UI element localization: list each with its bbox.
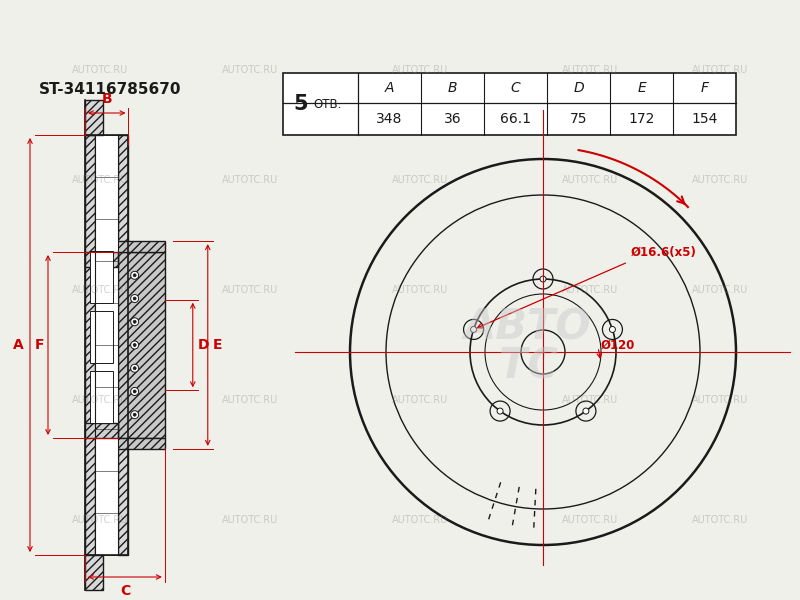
Text: AUTOTC.RU: AUTOTC.RU	[222, 285, 278, 295]
Text: ST-34116785670: ST-34116785670	[38, 82, 182, 97]
Bar	[85, 555, 103, 590]
Text: AUTOTC.RU: AUTOTC.RU	[392, 515, 448, 525]
Text: АВТО
ТС: АВТО ТС	[464, 307, 592, 388]
Text: AUTOTC.RU: AUTOTC.RU	[562, 285, 618, 295]
Bar	[85, 100, 103, 135]
Text: AUTOTC.RU: AUTOTC.RU	[692, 65, 748, 75]
Bar	[90, 371, 114, 423]
Text: E: E	[637, 81, 646, 95]
Circle shape	[133, 343, 136, 346]
Circle shape	[497, 408, 503, 414]
Circle shape	[610, 326, 615, 332]
Circle shape	[133, 413, 136, 416]
Bar	[110, 438, 165, 449]
Bar	[85, 423, 118, 438]
Text: 154: 154	[691, 112, 718, 126]
Text: 348: 348	[376, 112, 402, 126]
Text: AUTOTC.RU: AUTOTC.RU	[562, 175, 618, 185]
Text: AUTOTC.RU: AUTOTC.RU	[72, 65, 128, 75]
Bar	[110, 241, 165, 252]
Circle shape	[130, 364, 138, 372]
Circle shape	[130, 295, 138, 302]
Bar	[90, 251, 114, 303]
Circle shape	[130, 318, 138, 326]
Text: A: A	[385, 81, 394, 95]
Bar	[85, 423, 118, 438]
Bar	[110, 438, 165, 449]
Text: F: F	[34, 338, 44, 352]
Bar	[85, 555, 103, 590]
Text: AUTOTC.RU: AUTOTC.RU	[72, 175, 128, 185]
Text: D: D	[198, 338, 210, 352]
Text: E: E	[213, 338, 222, 352]
Circle shape	[133, 390, 136, 393]
Text: Ø120: Ø120	[601, 338, 635, 352]
Text: AUTOTC.RU: AUTOTC.RU	[562, 65, 618, 75]
Circle shape	[130, 271, 138, 280]
Bar	[85, 135, 95, 555]
Bar	[283, 73, 736, 135]
Text: AUTOTC.RU: AUTOTC.RU	[392, 175, 448, 185]
Bar	[118, 252, 165, 438]
Circle shape	[130, 341, 138, 349]
Text: AUTOTC.RU: AUTOTC.RU	[222, 175, 278, 185]
Bar	[110, 241, 165, 252]
Text: AUTOTC.RU: AUTOTC.RU	[222, 395, 278, 405]
Text: AUTOTC.RU: AUTOTC.RU	[392, 285, 448, 295]
Text: AUTOTC.RU: AUTOTC.RU	[692, 515, 748, 525]
Text: AUTOTC.RU: AUTOTC.RU	[692, 285, 748, 295]
Bar	[90, 311, 114, 363]
Circle shape	[133, 274, 136, 277]
Text: 66.1: 66.1	[500, 112, 531, 126]
Bar	[118, 252, 165, 438]
Text: C: C	[120, 584, 130, 598]
Text: AUTOTC.RU: AUTOTC.RU	[222, 515, 278, 525]
Circle shape	[540, 276, 546, 282]
Text: AUTOTC.RU: AUTOTC.RU	[692, 175, 748, 185]
Text: AUTOTC.RU: AUTOTC.RU	[562, 515, 618, 525]
Text: A: A	[14, 338, 24, 352]
Text: ОТВ.: ОТВ.	[314, 97, 342, 110]
Text: AUTOTC.RU: AUTOTC.RU	[692, 395, 748, 405]
Text: AUTOTC.RU: AUTOTC.RU	[562, 395, 618, 405]
Text: D: D	[573, 81, 584, 95]
Circle shape	[130, 388, 138, 395]
Text: 75: 75	[570, 112, 587, 126]
Circle shape	[133, 297, 136, 300]
Bar	[118, 135, 129, 555]
Text: B: B	[102, 92, 112, 106]
Bar	[85, 135, 95, 555]
Text: 172: 172	[628, 112, 654, 126]
Circle shape	[130, 410, 138, 419]
Text: B: B	[448, 81, 458, 95]
Text: C: C	[510, 81, 520, 95]
Text: F: F	[701, 81, 709, 95]
Circle shape	[133, 320, 136, 323]
Bar	[85, 252, 118, 267]
Circle shape	[583, 408, 589, 414]
Circle shape	[470, 326, 477, 332]
Text: Ø16.6(x5): Ø16.6(x5)	[631, 246, 697, 259]
Text: AUTOTC.RU: AUTOTC.RU	[72, 395, 128, 405]
Text: AUTOTC.RU: AUTOTC.RU	[392, 395, 448, 405]
Text: AUTOTC.RU: AUTOTC.RU	[222, 65, 278, 75]
Text: AUTOTC.RU: AUTOTC.RU	[72, 285, 128, 295]
Text: AUTOTC.RU: AUTOTC.RU	[392, 65, 448, 75]
Circle shape	[133, 367, 136, 370]
Bar	[95, 135, 118, 555]
Bar	[118, 135, 129, 555]
Text: 36: 36	[444, 112, 462, 126]
Text: AUTOTC.RU: AUTOTC.RU	[72, 515, 128, 525]
Bar	[85, 252, 118, 267]
Text: 5: 5	[294, 94, 308, 114]
Bar	[85, 100, 103, 135]
